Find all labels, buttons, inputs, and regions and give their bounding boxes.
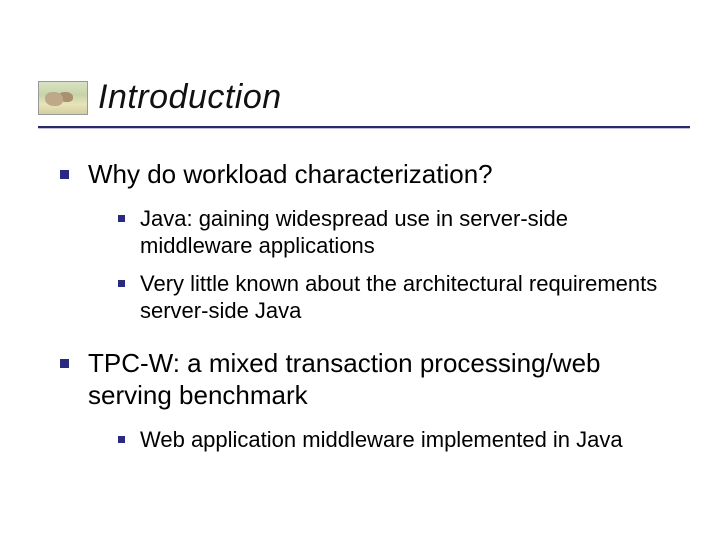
bullet-text: Very little known about the architectura… (140, 271, 657, 324)
slide-title: Introduction (98, 78, 282, 117)
bullet-list-lvl1: Why do workload characterization? Java: … (60, 158, 670, 453)
list-item: Why do workload characterization? Java: … (60, 158, 670, 325)
list-item: TPC-W: a mixed transaction processing/we… (60, 347, 670, 454)
header-rule (38, 126, 690, 129)
bullet-text: Why do workload characterization? (88, 159, 493, 189)
cow-logo-icon (38, 81, 88, 115)
bullet-text: Java: gaining widespread use in server-s… (140, 206, 568, 259)
bullet-list-lvl2: Web application middleware implemented i… (88, 426, 670, 454)
slide-header: Introduction (38, 78, 690, 117)
bullet-list-lvl2: Java: gaining widespread use in server-s… (88, 205, 670, 325)
list-item: Very little known about the architectura… (118, 270, 670, 325)
slide: Introduction Why do workload characteriz… (0, 0, 720, 540)
list-item: Web application middleware implemented i… (118, 426, 670, 454)
slide-body: Why do workload characterization? Java: … (60, 158, 670, 475)
list-item: Java: gaining widespread use in server-s… (118, 205, 670, 260)
bullet-text: Web application middleware implemented i… (140, 427, 623, 452)
bullet-text: TPC-W: a mixed transaction processing/we… (88, 348, 601, 411)
